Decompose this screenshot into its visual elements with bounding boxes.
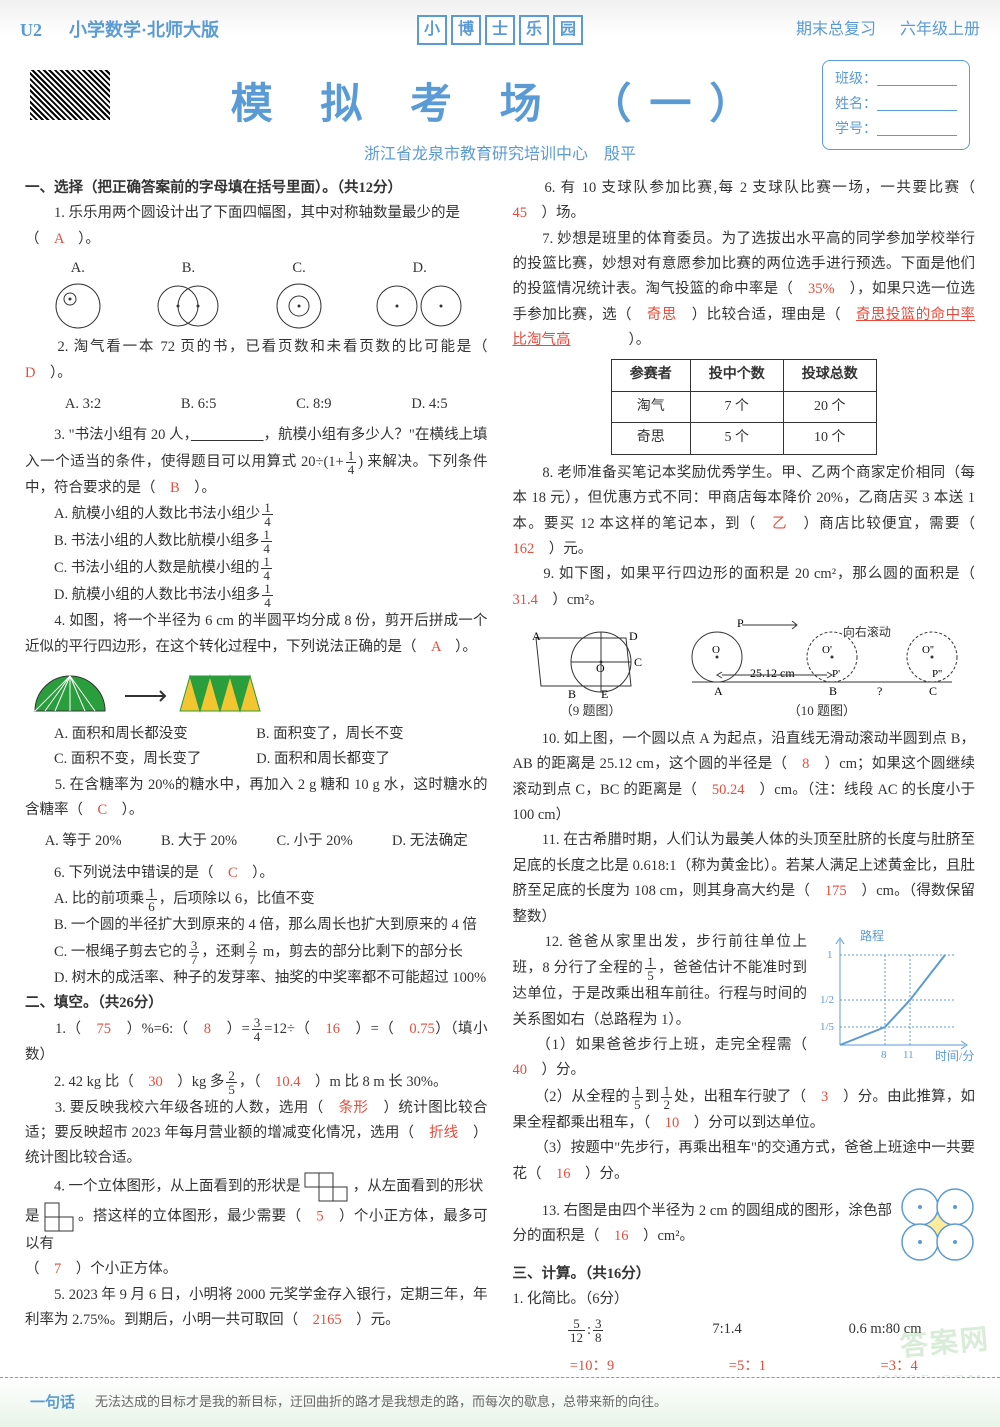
fig9-diagram-icon: A D B O C E — [526, 620, 656, 700]
svg-text:C: C — [929, 684, 937, 697]
svg-text:O'': O'' — [922, 644, 934, 656]
svg-text:1/5: 1/5 — [820, 1021, 835, 1033]
q4: 4. 如图，将一个半径为 6 cm 的半圆平均分成 8 份，剪开后拼成一个近似的… — [25, 609, 488, 660]
rq12-1: （1）如果爸爸步行上班，走完全程需（ 40 ）分。 — [513, 1033, 808, 1084]
q6l-c: C. 一根绳子剪去它的37，还剩27 m，剪去的部分比剩下的部分长 — [25, 939, 488, 966]
calc-1-title: 1. 化简比。（6分） — [513, 1287, 976, 1312]
right-column: 6. 有 10 支球队参加比赛,每 2 支球队比赛一场，一共要比赛（ 45 ）场… — [513, 176, 976, 1410]
svg-text:时间/分: 时间/分 — [935, 1049, 974, 1063]
left-view-shape-icon — [44, 1202, 74, 1232]
q3: 3. "书法小组有 20 人， ，航模小组有多少人？"在横线上填入一个适当的条件… — [25, 423, 488, 501]
left-column: 一、选择（把正确答案前的字母填在括号里面）。（共12分） 1. 乐乐用两个圆设计… — [25, 176, 488, 1410]
fill-3: 3. 要反映我校六年级各班的人数，选用（ 条形 ）统计图比较合适；要反映超市 2… — [25, 1096, 488, 1172]
q6l-a: A. 比的前项乘16，后项除以 6，比值不变 — [25, 886, 488, 913]
throw-stats-table: 参赛者投中个数投球总数 淘气7 个20 个 奇思5 个10 个 — [611, 359, 877, 455]
fill-1: 1.（ 75 ）%=6:（ 8 ）=34=12÷（ 16 ）=（ 0.75）（填… — [25, 1016, 488, 1068]
svg-text:A: A — [714, 684, 723, 697]
q2-choices: A. 3:2 B. 6:5 C. 8:9 D. 4:5 — [25, 392, 488, 417]
student-info-box: 班级： 姓名： 学号： — [822, 60, 970, 150]
q13-circles-icon — [900, 1187, 975, 1262]
svg-text:P'': P'' — [932, 668, 942, 680]
fill-2: 2. 42 kg 比（ 30 ）kg 多25，（ 10.4 ）m 比 8 m 长… — [25, 1069, 488, 1096]
rq12-3: （3）按题中"先步行，再乘出租车"的交通方式，爸爸上班途中一共要花（ 16 ）分… — [513, 1136, 976, 1187]
fill-4: 4. 一个立体图形，从上面看到的形状是 ，从左面看到的形状是 。搭这样的立体图形… — [25, 1172, 488, 1283]
rq10: 10. 如上图，一个圆以点 A 为起点，沿直线无滑动滚动半圆到点 B，AB 的距… — [513, 727, 976, 829]
q3-opt-c: C. 书法小组的人数是航模小组的14 — [25, 555, 488, 582]
header-box-4: 乐 — [519, 15, 549, 45]
info-name-label: 姓名： — [835, 97, 877, 112]
svg-text:C: C — [634, 655, 642, 669]
svg-text:8: 8 — [881, 1049, 887, 1061]
rq7: 7. 妙想是班里的体育委员。为了选拔出水平高的同学参加学校举行的投篮比赛，妙想对… — [513, 227, 976, 354]
header-code: U2 — [20, 20, 42, 40]
section-3-title: 三、计算。（共16分） — [513, 1262, 976, 1287]
svg-text:P': P' — [832, 668, 840, 680]
svg-text:1/2: 1/2 — [820, 994, 834, 1006]
rq6: 6. 有 10 支球队参加比赛,每 2 支球队比赛一场，一共要比赛（ 45 ）场… — [513, 176, 976, 227]
svg-text:O: O — [596, 661, 605, 675]
header-right-1: 期末总复习 — [796, 21, 876, 38]
q12-chart-icon: 路程 时间/分 1 1/2 1/5 8 11 — [815, 930, 975, 1065]
q4-diagram — [25, 666, 488, 716]
header-box-2: 博 — [451, 15, 481, 45]
header-center-boxes: 小 博 士 乐 园 — [417, 15, 583, 45]
svg-text:E: E — [601, 687, 608, 700]
q6l-d: D. 树木的成活率、种子的发芽率、抽奖的中奖率都不可能超过 100% — [25, 966, 488, 991]
q1-diagrams: A. B. C. D. — [25, 256, 488, 331]
section-2-title: 二、填空。（共26分） — [25, 991, 488, 1016]
rq9: 9. 如下图，如果平行四边形的面积是 20 cm²，那么圆的面积是（ 31.4 … — [513, 562, 976, 613]
svg-text:B: B — [829, 684, 837, 697]
rq12-2: （2）从全程的15到12处，出租车行驶了（ 3 ）分。由此推算，如果全程都乘出租… — [513, 1084, 976, 1136]
footer-quote: 无法达成的目标才是我的新目标，迂回曲折的路才是我想走的路，而每次的歇息，总带来新… — [95, 1392, 667, 1413]
figures-9-10: A D B O C E （9 题图） O O' O'' ABC PP'P'' — [513, 617, 976, 723]
header-right-2: 六年级上册 — [900, 21, 980, 38]
q3-opt-d: D. 航模小组的人数比书法小组多14 — [25, 582, 488, 609]
rq13: 13. 右图是由四个半径为 2 cm 的圆组成的图形，涂色部分的面积是（ 16 … — [513, 1199, 893, 1250]
footer-label: 一句话 — [30, 1391, 75, 1415]
main-title: 模 拟 考 场 （一） — [231, 70, 770, 137]
rq12: 12. 爸爸从家里出发，步行前往单位上班，8 分行了全程的15，爸爸估计不能准时… — [513, 930, 808, 1033]
header-box-1: 小 — [417, 15, 447, 45]
svg-text:路程: 路程 — [860, 930, 884, 943]
header-box-3: 士 — [485, 15, 515, 45]
rq11: 11. 在古希腊时期，人们认为最美人体的头顶至肚脐的长度与肚脐至足底的长度之比是… — [513, 828, 976, 930]
header-box-5: 园 — [553, 15, 583, 45]
q6l-b: B. 一个圆的半径扩大到原来的 4 倍，那么周长也扩大到原来的 4 倍 — [25, 913, 488, 938]
svg-text:1: 1 — [827, 949, 833, 961]
header-right: 期末总复习 六年级上册 — [796, 17, 980, 43]
title-area: 模 拟 考 场 （一） 班级： 姓名： 学号： — [0, 60, 1000, 147]
watermark-text: 答案网 — [898, 1318, 992, 1370]
svg-text:A: A — [532, 629, 541, 643]
rq13-row: 13. 右图是由四个半径为 2 cm 的圆组成的图形，涂色部分的面积是（ 16 … — [513, 1187, 976, 1262]
q3-opt-b: B. 书法小组的人数比航模小组多14 — [25, 528, 488, 555]
header-subject: 小学数学·北师大版 — [69, 20, 219, 40]
page-header: U2 小学数学·北师大版 小 博 士 乐 园 期末总复习 六年级上册 — [0, 0, 1000, 60]
q4-opts: A. 面积和周长都没变 B. 面积变了，周长不变 C. 面积不变，周长变了 D.… — [25, 722, 488, 773]
q1-text: 1. 乐乐用两个圆设计出了下面四幅图，其中对称轴数量最少的是（ A ）。 — [25, 201, 488, 252]
top-view-shape-icon — [304, 1172, 349, 1202]
svg-text:?: ? — [877, 684, 882, 697]
svg-text:O: O — [712, 644, 720, 656]
qr-code-icon — [30, 70, 110, 120]
svg-text:O': O' — [822, 644, 832, 656]
q3-opt-a: A. 航模小组的人数比书法小组少14 — [25, 501, 488, 528]
svg-text:11: 11 — [903, 1049, 914, 1061]
info-class-label: 班级： — [835, 72, 877, 87]
svg-text:25.12 cm: 25.12 cm — [750, 666, 795, 680]
rq12-row: 12. 爸爸从家里出发，步行前往单位上班，8 分行了全程的15，爸爸估计不能准时… — [513, 930, 976, 1084]
page-footer: 一句话 无法达成的目标才是我的新目标，迂回曲折的路才是我想走的路，而每次的歇息，… — [0, 1377, 1000, 1427]
q6l: 6. 下列说法中错误的是（ C ）。 — [25, 861, 488, 886]
svg-text:B: B — [568, 687, 576, 700]
q5-choices: A. 等于 20% B. 大于 20% C. 小于 20% D. 无法确定 — [25, 829, 488, 854]
q5: 5. 在含糖率为 20%的糖水中，再加入 2 g 糖和 10 g 水，这时糖水的… — [25, 773, 488, 824]
svg-text:D: D — [629, 629, 638, 643]
rq8: 8. 老师准备买笔记本奖励优秀学生。甲、乙两个商家定价相同（每本 18 元），但… — [513, 461, 976, 563]
fill-5: 5. 2023 年 9 月 6 日，小明将 2000 元奖学金存入银行，定期三年… — [25, 1283, 488, 1334]
header-left: U2 小学数学·北师大版 — [20, 16, 219, 45]
info-id-label: 学号： — [835, 122, 877, 137]
q2: 2. 淘气看一本 72 页的书，已看页数和未看页数的比可能是（ D ）。 — [25, 335, 488, 386]
content-columns: 一、选择（把正确答案前的字母填在括号里面）。（共12分） 1. 乐乐用两个圆设计… — [0, 176, 1000, 1410]
section-1-title: 一、选择（把正确答案前的字母填在括号里面）。（共12分） — [25, 176, 488, 201]
